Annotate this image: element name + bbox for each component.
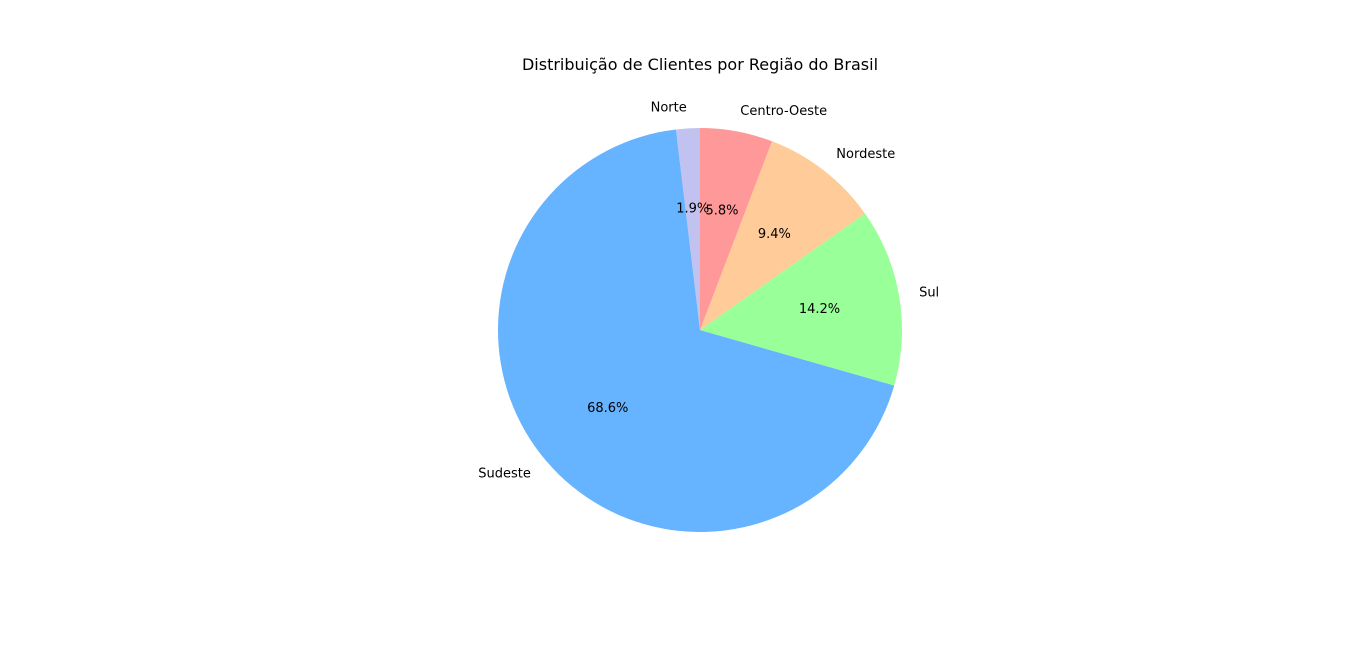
slice-percent-label: 1.9%	[676, 202, 709, 217]
slice-label: Sudeste	[478, 467, 531, 482]
pie-slice-norte	[675, 128, 700, 330]
chart-title: Distribuição de Clientes por Região do B…	[522, 55, 878, 74]
pie-slice-sudeste	[497, 129, 895, 533]
slice-percent-label: 14.2%	[799, 302, 840, 317]
pie-slice-sul	[700, 213, 902, 386]
slice-label: Norte	[651, 101, 687, 116]
slice-percent-label: 68.6%	[587, 401, 628, 416]
slice-percent-label: 9.4%	[758, 227, 791, 242]
pie-labels: Norte 1.9% Sudeste 68.6% Sul 14.2% Nordeste 9.4…	[478, 101, 939, 482]
slice-label: Sul	[919, 285, 939, 300]
slice-percent-label: 5.8%	[705, 203, 738, 218]
pie-slice-centro-oeste	[700, 128, 773, 330]
slice-label: Centro-Oeste	[740, 104, 827, 119]
pie-slices	[497, 128, 902, 533]
slice-label: Nordeste	[836, 147, 895, 162]
pie-slice-nordeste	[700, 141, 866, 330]
